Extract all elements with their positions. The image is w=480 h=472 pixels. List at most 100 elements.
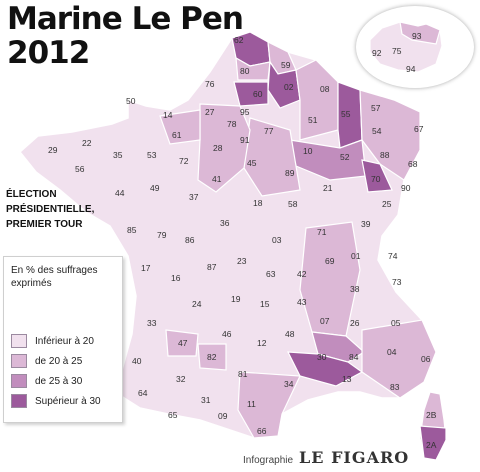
chart-subtitle: ÉLECTION PRÉSIDENTIELLE, PREMIER TOUR <box>6 189 95 230</box>
dept-label: 47 <box>178 338 188 348</box>
legend-item: de 25 à 30 <box>11 373 82 389</box>
zone-haute-saone <box>361 159 393 193</box>
dept-label: 29 <box>48 145 58 155</box>
dept-label: 87 <box>207 262 217 272</box>
legend-title: En % des suffrages exprimés <box>11 265 98 289</box>
dept-label: 56 <box>75 164 85 174</box>
paris-93-shape <box>399 21 441 45</box>
dept-label: 46 <box>222 329 232 339</box>
legend-item: Supérieur à 30 <box>11 393 101 409</box>
dept-label: 43 <box>297 297 307 307</box>
dept-label: 42 <box>297 269 307 279</box>
legend-swatch <box>11 354 27 368</box>
dept-label: 52 <box>340 152 350 162</box>
zone-occitanie <box>237 371 301 439</box>
dept-label: 86 <box>185 235 195 245</box>
dept-label: 95 <box>240 107 250 117</box>
dept-label: 66 <box>257 426 267 436</box>
dept-label: 80 <box>240 66 250 76</box>
dept-label: 70 <box>371 174 381 184</box>
zone-centre-west <box>197 103 251 193</box>
department-labels: 62 59 80 76 02 08 60 50 14 27 95 78 51 5… <box>48 35 437 450</box>
dept-label: 73 <box>392 277 402 287</box>
dept-label: 50 <box>126 96 136 106</box>
dept-label: 60 <box>253 89 263 99</box>
dept-label: 84 <box>349 352 359 362</box>
dept-label: 11 <box>247 399 256 409</box>
legend-label: Supérieur à 30 <box>35 395 101 407</box>
dept-label: 23 <box>237 256 247 266</box>
dept-label: 06 <box>421 354 431 364</box>
dept-label: 59 <box>281 60 291 70</box>
dept-label: 28 <box>213 143 223 153</box>
dept-label: 78 <box>227 119 237 129</box>
dept-label: 15 <box>260 299 270 309</box>
dept-label: 58 <box>288 199 298 209</box>
dept-label: 85 <box>127 225 137 235</box>
dept-label: 76 <box>205 79 215 89</box>
inset-label: 75 <box>392 46 402 56</box>
dept-label: 18 <box>253 198 263 208</box>
dept-label: 05 <box>391 318 401 328</box>
legend-label: de 25 à 30 <box>35 375 83 387</box>
legend-label: de 20 à 25 <box>35 355 83 367</box>
dept-label: 53 <box>147 150 157 160</box>
dept-label: 91 <box>240 135 250 145</box>
dept-label: 51 <box>308 115 318 125</box>
zone-lot-garonne <box>165 329 199 357</box>
dept-label: 16 <box>171 273 181 283</box>
dept-label: 65 <box>168 410 178 420</box>
dept-label: 90 <box>401 183 411 193</box>
zone-tarn-garonne <box>197 343 227 371</box>
dept-label: 12 <box>257 338 267 348</box>
dept-label: 35 <box>113 150 123 160</box>
dept-label: 22 <box>82 138 92 148</box>
zone-normandie-west <box>159 109 201 145</box>
dept-label: 31 <box>201 395 211 405</box>
legend-label: Inférieur à 20 <box>35 335 94 347</box>
dept-label: 57 <box>371 103 381 113</box>
paris-inset: 92 75 93 94 <box>356 6 474 88</box>
zone-lorraine <box>359 89 421 181</box>
dept-label: 13 <box>342 374 352 384</box>
dept-label: 41 <box>212 174 222 184</box>
dept-label: 64 <box>138 388 148 398</box>
region-shading <box>159 31 437 439</box>
dept-label: 69 <box>325 256 335 266</box>
dept-label: 07 <box>320 316 330 326</box>
dept-label: 81 <box>238 369 248 379</box>
dept-label: 04 <box>387 347 397 357</box>
dept-label: 02 <box>284 82 294 92</box>
corsica-south <box>419 425 447 461</box>
legend-swatch <box>11 394 27 408</box>
figaro-logo: LE FIGARO <box>299 448 410 467</box>
zone-ardennes-marne <box>295 59 339 141</box>
legend-item: de 20 à 25 <box>11 353 82 369</box>
dept-label: 82 <box>207 352 217 362</box>
paris-inset-map: 92 75 93 94 <box>369 21 443 74</box>
dept-label: 40 <box>132 356 142 366</box>
dept-label: 39 <box>361 219 371 229</box>
dept-label: 37 <box>189 192 199 202</box>
dept-label: 48 <box>285 329 295 339</box>
dept-label: 32 <box>176 374 186 384</box>
zone-drome-ardeche <box>311 331 365 363</box>
dept-label: 10 <box>303 146 313 156</box>
dept-label: 67 <box>414 124 424 134</box>
legend: En % des suffrages exprimés Inférieur à … <box>3 256 123 423</box>
dept-label: 74 <box>388 251 398 261</box>
dept-label: 45 <box>247 158 257 168</box>
dept-label: 44 <box>115 188 125 198</box>
dept-label: 14 <box>163 110 173 120</box>
dept-label: 49 <box>150 183 160 193</box>
legend-item: Inférieur à 20 <box>11 333 94 349</box>
legend-swatch <box>11 374 27 388</box>
title-line-name: Marine Le Pen <box>7 1 244 37</box>
dept-label: 54 <box>372 126 382 136</box>
page-title: Marine Le Pen 2012 <box>7 1 244 70</box>
dept-label: 19 <box>231 294 241 304</box>
credit: Infographie LE FIGARO <box>243 448 409 467</box>
dept-label: 08 <box>320 84 330 94</box>
